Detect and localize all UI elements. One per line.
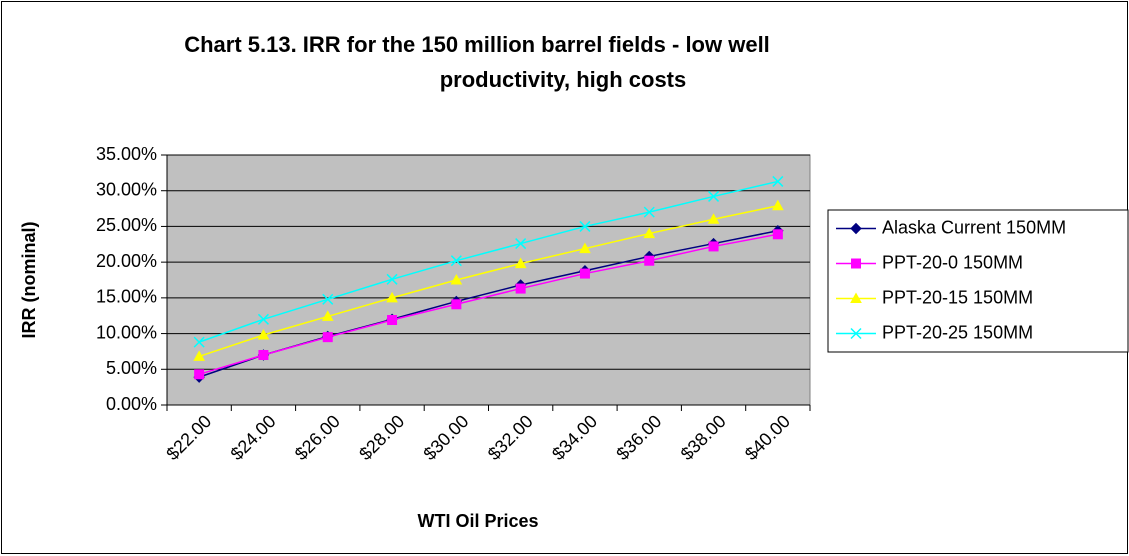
marker <box>386 291 398 303</box>
marker <box>193 350 205 361</box>
marker <box>257 313 269 325</box>
marker <box>321 310 334 321</box>
marker <box>386 273 398 285</box>
chart-title: Chart 5.13. IRR for the 150 million barr… <box>184 32 770 57</box>
marker <box>644 255 655 266</box>
marker <box>322 293 334 305</box>
marker <box>643 227 656 239</box>
marker <box>579 268 590 279</box>
marker <box>193 336 205 348</box>
marker <box>515 238 527 250</box>
marker <box>707 213 720 224</box>
marker <box>579 220 591 232</box>
plot-area <box>166 154 811 406</box>
y-tick-label: 15.00% <box>96 287 157 307</box>
marker <box>579 242 591 254</box>
y-tick-label: 30.00% <box>96 179 157 199</box>
series-line <box>198 204 779 358</box>
marker <box>194 369 205 380</box>
y-axis-label: IRR (nominal) <box>19 222 39 339</box>
marker <box>851 258 861 269</box>
legend-label: Alaska Current 150MM <box>882 217 1066 237</box>
legend-label: PPT-20-0 150MM <box>882 252 1023 272</box>
legend-label: PPT-20-15 150MM <box>882 287 1033 307</box>
marker <box>772 199 784 211</box>
marker <box>850 327 862 340</box>
marker <box>772 229 783 240</box>
y-tick-label: 25.00% <box>96 215 157 235</box>
marker <box>515 283 526 294</box>
y-tick-label: 10.00% <box>96 322 157 342</box>
marker <box>450 273 463 285</box>
marker <box>257 328 270 340</box>
legend <box>827 209 1129 353</box>
chart-title: productivity, high costs <box>440 67 687 92</box>
legend-label: PPT-20-25 150MM <box>882 322 1033 342</box>
marker <box>450 255 462 267</box>
marker <box>850 222 862 235</box>
marker <box>322 332 333 343</box>
series-line <box>198 233 778 376</box>
y-tick-label: 0.00% <box>106 394 157 414</box>
x-axis-label: WTI Oil Prices <box>417 511 538 531</box>
marker <box>850 292 862 303</box>
series-line <box>198 180 779 343</box>
marker <box>514 257 527 269</box>
marker <box>772 175 784 187</box>
marker <box>643 206 655 218</box>
y-tick-label: 20.00% <box>96 251 157 271</box>
marker <box>258 350 269 360</box>
y-tick-label: 35.00% <box>96 144 157 164</box>
y-tick-label: 5.00% <box>106 358 157 378</box>
marker <box>708 241 719 252</box>
marker <box>451 299 462 310</box>
marker <box>708 190 720 202</box>
marker <box>387 315 398 325</box>
